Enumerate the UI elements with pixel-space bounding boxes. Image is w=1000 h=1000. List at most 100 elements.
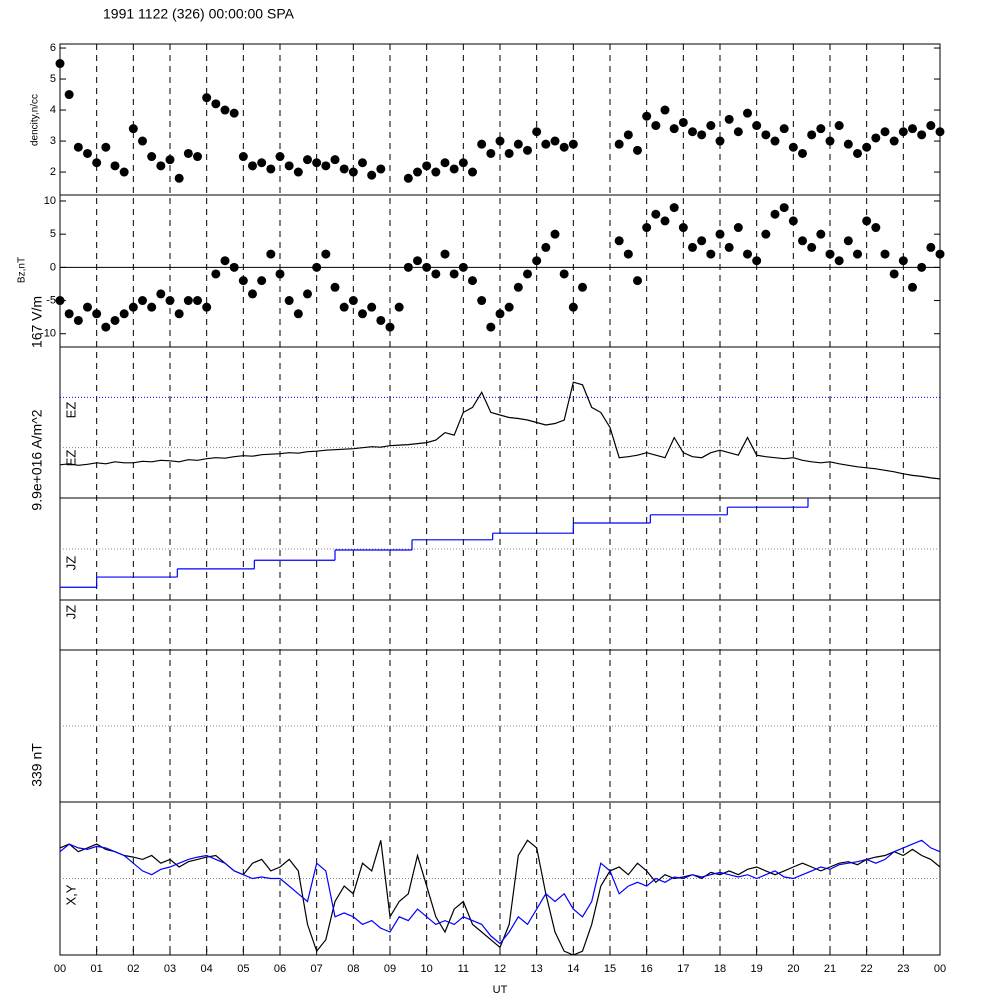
data-point: [550, 229, 560, 239]
data-point: [532, 256, 542, 266]
data-point: [678, 223, 688, 233]
y-axis-label: EZ: [63, 402, 78, 419]
data-point: [843, 139, 853, 149]
data-point: [229, 108, 239, 118]
data-point: [807, 130, 817, 140]
data-point: [614, 236, 624, 246]
data-point: [330, 282, 340, 292]
data-point: [403, 173, 413, 183]
data-point: [935, 127, 945, 137]
y-axis-label: 9.9e+016 A/m^2: [29, 409, 45, 510]
x-tick-label: 06: [274, 963, 286, 975]
x-tick-label: 23: [897, 963, 909, 975]
chart-title: 1991 1122 (326) 00:00:00 SPA: [103, 6, 295, 22]
data-point: [303, 289, 312, 299]
data-point: [862, 142, 872, 152]
data-point: [367, 302, 377, 312]
data-point: [523, 145, 532, 155]
x-tick-label: 21: [824, 963, 836, 975]
data-point: [614, 139, 624, 149]
x-tick-label: 13: [531, 963, 543, 975]
data-point: [798, 148, 807, 158]
data-point: [92, 309, 102, 319]
data-point: [669, 203, 679, 213]
data-point: [138, 136, 147, 146]
data-point: [825, 249, 835, 259]
data-point: [633, 145, 642, 155]
data-point: [330, 155, 340, 165]
data-point: [752, 121, 762, 131]
data-point: [541, 242, 551, 252]
data-point: [101, 142, 111, 152]
data-point: [825, 136, 835, 146]
x-tick-label: 05: [237, 963, 249, 975]
data-point: [358, 309, 367, 319]
y-tick-label: 10: [44, 195, 56, 207]
data-point: [532, 127, 542, 137]
data-point: [440, 249, 450, 259]
data-point: [669, 124, 679, 134]
y-axis-label: 339 nT: [29, 743, 45, 787]
data-point: [156, 289, 166, 299]
data-point: [339, 164, 349, 174]
x-axis-label: UT: [493, 984, 508, 996]
data-point: [376, 315, 386, 325]
y-tick-label: 6: [50, 42, 56, 54]
data-point: [504, 148, 514, 158]
data-point: [568, 302, 578, 312]
x-tick-label: 15: [604, 963, 616, 975]
data-point: [449, 164, 459, 174]
y-tick-label: 5: [50, 73, 56, 85]
data-point: [128, 302, 138, 312]
data-point: [358, 158, 367, 168]
data-point: [495, 136, 505, 146]
data-point: [220, 256, 230, 266]
x-tick-label: 00: [54, 963, 66, 975]
data-point: [798, 236, 807, 246]
data-point: [468, 167, 477, 177]
data-point: [468, 276, 477, 286]
x-tick-label: 17: [677, 963, 689, 975]
data-point: [513, 282, 523, 292]
data-point: [523, 269, 532, 279]
data-point: [257, 276, 267, 286]
data-point: [55, 296, 65, 306]
x-tick-label: 12: [494, 963, 506, 975]
data-point: [312, 158, 322, 168]
data-point: [119, 167, 129, 177]
data-point: [202, 93, 212, 103]
data-point: [559, 142, 569, 152]
data-point: [238, 152, 248, 162]
data-point: [706, 249, 716, 259]
data-line: [59, 381, 941, 480]
data-point: [504, 302, 514, 312]
data-point: [92, 158, 102, 168]
y-tick-label: -10: [40, 328, 56, 340]
data-point: [898, 127, 908, 137]
data-point: [642, 223, 652, 233]
data-point: [623, 130, 633, 140]
data-point: [834, 121, 844, 131]
data-point: [697, 130, 707, 140]
x-tick-label: 16: [641, 963, 653, 975]
y-axis-label: X,Y: [63, 884, 78, 905]
data-point: [853, 148, 862, 158]
data-point: [724, 114, 734, 124]
data-point: [73, 315, 83, 325]
data-point: [743, 108, 752, 118]
data-point: [431, 167, 441, 177]
data-point: [183, 296, 193, 306]
data-point: [174, 173, 184, 183]
data-point: [293, 309, 303, 319]
data-point: [761, 229, 771, 239]
data-point: [660, 216, 670, 226]
x-tick-label: 18: [714, 963, 726, 975]
data-point: [321, 249, 331, 259]
data-point: [770, 136, 780, 146]
x-tick-label: 01: [91, 963, 103, 975]
x-tick-label: 19: [751, 963, 763, 975]
data-point: [220, 105, 230, 115]
data-point: [752, 256, 762, 266]
data-point: [541, 139, 551, 149]
